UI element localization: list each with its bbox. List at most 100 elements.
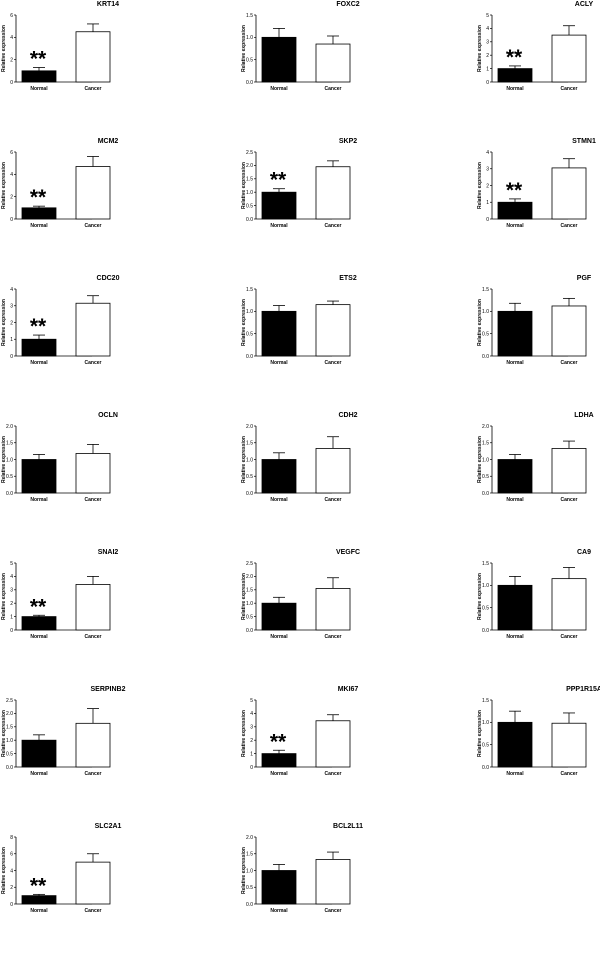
- bar-normal: [497, 721, 533, 768]
- y-tick-label: 1.0: [6, 457, 13, 463]
- y-tick-label: 1.0: [246, 868, 253, 874]
- chart-title: KRT14: [96, 1, 120, 8]
- y-tick-label: 3: [486, 167, 489, 173]
- y-tick-label: 3: [10, 588, 13, 594]
- y-tick-label: 1.5: [246, 287, 253, 293]
- chart-panel: LDHA Relative expression 0.0 0.5 1.0 1.5 2.0 No…: [476, 411, 600, 548]
- y-tick-label: 1: [486, 200, 489, 206]
- x-category-label: Cancer: [85, 497, 102, 503]
- x-category-label: Cancer: [325, 360, 342, 366]
- y-tick-label: 0.0: [6, 491, 13, 497]
- chart-panel: VEGFC Relative expression 0.0 0.5 1.0 1.5 2.0 2…: [240, 548, 440, 685]
- y-tick-label: 3: [486, 40, 489, 46]
- y-tick-label: 2.0: [246, 163, 253, 169]
- bar-normal: [497, 310, 533, 357]
- y-tick-label: 0: [10, 902, 13, 908]
- y-tick-label: 0.5: [246, 331, 253, 337]
- bar-cancer: [551, 34, 587, 83]
- significance-marker: **: [30, 315, 47, 338]
- bar-cancer: [315, 588, 351, 631]
- y-tick-label: 2: [10, 194, 13, 200]
- bar-cancer: [551, 578, 587, 631]
- y-axis-label: Relative expression: [477, 710, 483, 757]
- x-category-label: Normal: [30, 360, 48, 366]
- y-axis-label: Relative expression: [1, 847, 7, 894]
- x-category-label: Cancer: [85, 360, 102, 366]
- x-category-label: Normal: [30, 497, 48, 503]
- y-tick-label: 1.5: [482, 441, 489, 447]
- bar-chart: Relative expression 0 2 4 6 Normal Cancer **: [1, 13, 111, 92]
- y-tick-label: 0.5: [246, 474, 253, 480]
- y-axis-label: Relative expression: [241, 573, 247, 620]
- x-category-label: Normal: [506, 360, 524, 366]
- x-category-label: Cancer: [325, 634, 342, 640]
- bar-cancer: [315, 304, 351, 357]
- bar-normal: [21, 616, 57, 631]
- bar-chart: Relative expression 0.0 0.5 1.0 1.5 2.0 Normal…: [477, 424, 587, 503]
- bar-chart: Relative expression 0.0 0.5 1.0 1.5 2.0 2.5 Nor…: [241, 561, 351, 640]
- chart-panel: SERPINB2 Relative expression 0.0 0.5 1.0 1.5 2…: [0, 685, 200, 822]
- bar-chart: Relative expression 0.0 0.5 1.0 1.5 2.0 Normal…: [1, 424, 111, 503]
- y-tick-label: 0.0: [482, 765, 489, 771]
- y-tick-label: 1.5: [246, 13, 253, 19]
- x-category-label: Cancer: [561, 223, 578, 229]
- y-tick-label: 0.0: [246, 80, 253, 86]
- x-category-label: Normal: [270, 497, 288, 503]
- bar-normal: [21, 459, 57, 494]
- chart-panel: PPP1R15A Relative expression 0.0 0.5 1.0 1.5 N…: [476, 685, 600, 822]
- bar-cancer: [315, 43, 351, 83]
- x-category-label: Normal: [270, 223, 288, 229]
- chart-panel: ACLY Relative expression 0 1 2 3 4 5 Normal Cance…: [476, 0, 600, 137]
- bar-cancer: [75, 166, 111, 220]
- x-category-label: Normal: [270, 86, 288, 92]
- bar-cancer: [75, 453, 111, 494]
- bar-normal: [261, 310, 297, 357]
- x-category-label: Normal: [270, 634, 288, 640]
- y-tick-label: 1.5: [482, 561, 489, 567]
- chart-panel: MKI67 Relative expression 0 1 2 3 4 5 Normal Canc…: [240, 685, 440, 822]
- y-tick-label: 6: [10, 13, 13, 19]
- bar-normal: [497, 201, 533, 220]
- y-tick-label: 0.5: [246, 885, 253, 891]
- y-tick-label: 0: [486, 217, 489, 223]
- y-tick-label: 2.0: [482, 424, 489, 430]
- significance-marker: **: [30, 595, 47, 618]
- x-category-label: Cancer: [85, 223, 102, 229]
- y-tick-label: 0: [10, 354, 13, 360]
- chart-panel: PGF Relative expression 0.0 0.5 1.0 1.5 Normal…: [476, 274, 600, 411]
- y-axis-label: Relative expression: [1, 573, 7, 620]
- bar-cancer: [551, 305, 587, 357]
- chart-panel: CA9 Relative expression 0.0 0.5 1.0 1.5 Normal…: [476, 548, 600, 685]
- y-tick-label: 0.5: [482, 331, 489, 337]
- y-tick-label: 2: [10, 885, 13, 891]
- y-tick-label: 0.0: [246, 217, 253, 223]
- y-tick-label: 0.0: [246, 354, 253, 360]
- bar-chart: Relative expression 0.0 0.5 1.0 1.5 Normal Can…: [477, 561, 587, 640]
- bar-chart: Relative expression 0.0 0.5 1.0 1.5 Normal Can…: [241, 287, 351, 366]
- bar-chart: Relative expression 0.0 0.5 1.0 1.5 2.0 2.5 Nor…: [1, 698, 111, 777]
- y-axis-label: Relative expression: [241, 299, 247, 346]
- y-tick-label: 1: [250, 751, 253, 757]
- bar-cancer: [551, 448, 587, 494]
- bar-chart: Relative expression 0 1 2 3 4 5 Normal Cancer **: [477, 13, 587, 92]
- bar-chart: Relative expression 0 1 2 3 4 5 Normal Cancer **: [1, 561, 111, 640]
- y-tick-label: 0.0: [482, 354, 489, 360]
- bar-chart: Relative expression 0.0 0.5 1.0 1.5 Normal Can…: [241, 13, 351, 92]
- bar-normal: [261, 602, 297, 631]
- x-category-label: Cancer: [561, 497, 578, 503]
- y-tick-label: 1.0: [482, 309, 489, 315]
- bar-cancer: [315, 448, 351, 494]
- chart-title: BCL2L11: [333, 823, 363, 830]
- bar-chart: Relative expression 0 1 2 3 4 Normal Cancer **: [477, 150, 587, 229]
- y-tick-label: 2: [486, 53, 489, 59]
- y-tick-label: 6: [10, 852, 13, 858]
- y-axis-label: Relative expression: [241, 436, 247, 483]
- y-tick-label: 0.5: [482, 605, 489, 611]
- y-tick-label: 4: [250, 711, 253, 717]
- y-tick-label: 0: [10, 217, 13, 223]
- chart-panel: SKP2 Relative expression 0.0 0.5 1.0 1.5 2.0 2.…: [240, 137, 440, 274]
- x-category-label: Cancer: [85, 771, 102, 777]
- chart-title: CDC20: [96, 275, 120, 282]
- chart-title: VEGFC: [335, 549, 361, 556]
- x-category-label: Normal: [506, 497, 524, 503]
